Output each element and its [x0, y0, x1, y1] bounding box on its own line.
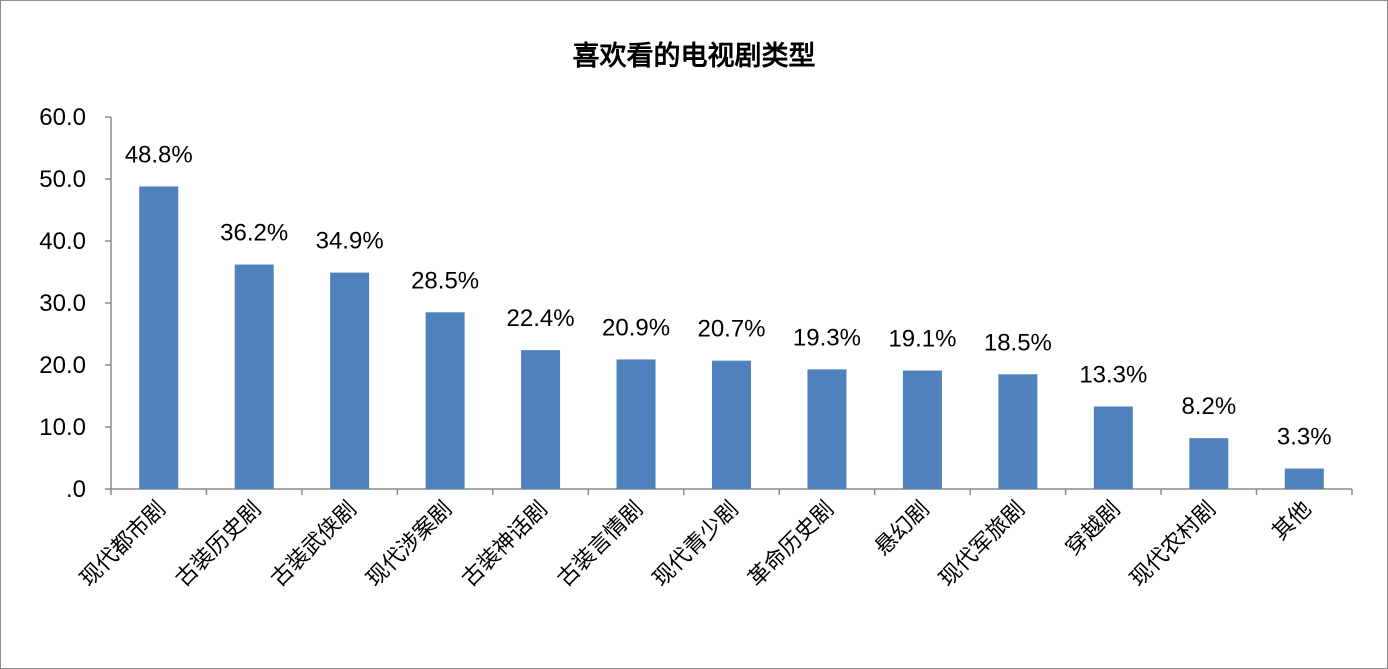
data-label: 8.2%: [1181, 393, 1236, 420]
data-label: 22.4%: [507, 305, 575, 332]
bar: [330, 272, 370, 489]
bar: [1284, 468, 1324, 489]
y-tick-label: 20.0: [39, 352, 86, 379]
data-label: 19.3%: [793, 324, 861, 351]
data-label: 48.8%: [125, 141, 193, 168]
chart-title: 喜欢看的电视剧类型: [572, 41, 816, 72]
category-label: 现代都市剧: [76, 497, 171, 592]
data-label: 28.5%: [411, 267, 479, 294]
data-label: 13.3%: [1079, 362, 1147, 389]
data-label: 20.7%: [697, 316, 765, 343]
bar: [807, 369, 847, 489]
data-label: 3.3%: [1277, 424, 1332, 451]
bar: [902, 370, 942, 489]
category-label: 穿越剧: [1061, 497, 1125, 561]
bar: [139, 186, 179, 489]
category-label: 其他: [1268, 497, 1317, 546]
category-label: 革命历史剧: [744, 497, 839, 592]
data-label: 34.9%: [316, 228, 384, 255]
y-tick-label: 40.0: [39, 228, 86, 255]
category-labels: 现代都市剧 古装历史剧 古装武侠剧 现代涉案剧 古装神话剧 古装言情剧 现代青少剧 革命历史剧…: [76, 497, 1317, 592]
data-label: 18.5%: [984, 329, 1052, 356]
y-tick-label: 30.0: [39, 290, 86, 317]
data-label: 36.2%: [220, 220, 288, 247]
y-tick-label: 10.0: [39, 414, 86, 441]
data-label: 19.1%: [888, 326, 956, 353]
data-label: 20.9%: [602, 314, 670, 341]
y-tick-label: .0: [66, 476, 86, 503]
bar: [712, 360, 751, 489]
y-tick-label: 50.0: [39, 166, 86, 193]
y-tick-label: 60.0: [39, 104, 86, 131]
category-label: 古装神话剧: [457, 497, 552, 592]
bar: [1189, 438, 1229, 489]
category-label: 古装言情剧: [553, 497, 648, 592]
y-axis-ticks: .0 10.0 20.0 30.0 40.0 50.0 60.0: [39, 104, 111, 503]
bar: [1093, 406, 1133, 489]
bar: [521, 350, 561, 489]
bar: [425, 312, 465, 489]
data-labels: 48.8% 36.2% 34.9% 28.5% 22.4% 20.9% 20.7% 19.3%…: [125, 141, 1332, 450]
bars: [139, 186, 1324, 489]
bar: [234, 264, 274, 489]
bar: [616, 359, 656, 489]
category-label: 现代军旅剧: [935, 497, 1030, 592]
bar: [998, 374, 1038, 489]
category-label: 古装历史剧: [171, 497, 266, 592]
category-label: 古装武侠剧: [266, 497, 361, 592]
category-label: 现代涉案剧: [362, 497, 457, 592]
category-label: 现代农村剧: [1126, 497, 1221, 592]
category-label: 悬幻剧: [870, 497, 934, 561]
category-label: 现代青少剧: [648, 497, 743, 592]
